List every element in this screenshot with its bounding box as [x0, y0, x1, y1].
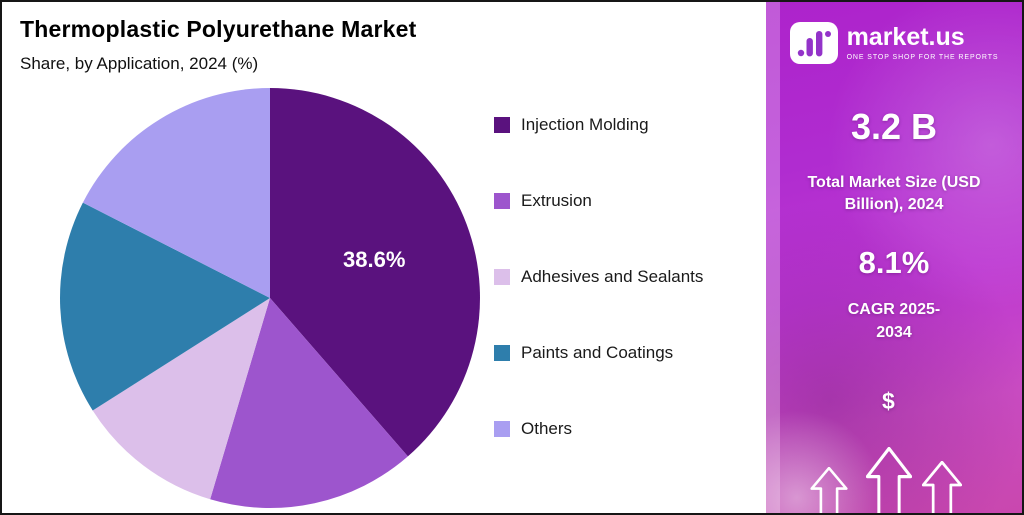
sidebar-accent-strip — [766, 2, 780, 513]
legend-swatch-adhesives-and-sealants — [494, 268, 510, 285]
growth-arrow-icon — [810, 467, 848, 513]
legend-item-adhesives-and-sealants: Adhesives and Sealants — [494, 266, 703, 287]
pie-value-label: 38.6% — [343, 247, 405, 272]
legend-swatch-injection-molding — [494, 116, 510, 133]
brand-logo-icon — [789, 22, 838, 64]
growth-arrow-icon — [866, 447, 912, 513]
pie-slice-paints-and-coatings — [60, 202, 271, 411]
pie-chart: 38.6% — [58, 86, 482, 510]
legend-item-injection-molding: Injection Molding — [494, 114, 703, 135]
pie-slice-adhesives-and-sealants — [92, 298, 270, 500]
legend-item-extrusion: Extrusion — [494, 190, 703, 211]
brand-name: market.us — [846, 23, 965, 51]
market-size-label: Total Market Size (USD Billion), 2024 — [807, 174, 981, 213]
chart-legend: Injection Molding Extrusion Adhesives an… — [494, 114, 703, 494]
brand-logo: market.us ONE STOP SHOP FOR THE REPORTS — [766, 2, 1022, 64]
legend-label: Others — [521, 418, 573, 438]
legend-swatch-extrusion — [494, 192, 510, 209]
cagr-value: 8.1% — [858, 245, 930, 281]
legend-label: Extrusion — [521, 190, 592, 210]
legend-swatch-others — [494, 420, 510, 437]
growth-arrow-icon — [922, 461, 962, 513]
legend-label: Adhesives and Sealants — [521, 266, 704, 286]
market-size-value: 3.2 B — [850, 106, 938, 147]
pie-chart-svg: 38.6% — [60, 88, 480, 508]
legend-swatch-paints-and-coatings — [494, 344, 510, 361]
dollar-icon: $ — [882, 388, 895, 414]
brand-tagline: ONE STOP SHOP FOR THE REPORTS — [846, 54, 999, 61]
cagr-label: CAGR 2025-2034 — [847, 301, 941, 341]
chart-panel: Thermoplastic Polyurethane Market Share,… — [2, 2, 768, 513]
legend-item-others: Others — [494, 418, 703, 439]
page-subtitle: Share, by Application, 2024 (%) — [20, 54, 259, 73]
brand-sidebar: market.us ONE STOP SHOP FOR THE REPORTS … — [766, 2, 1022, 513]
legend-item-paints-and-coatings: Paints and Coatings — [494, 342, 703, 363]
legend-label: Paints and Coatings — [521, 342, 674, 362]
brand-logo-glyph — [797, 31, 831, 57]
pie-slice-extrusion — [210, 298, 408, 508]
legend-label: Injection Molding — [521, 114, 649, 134]
pie-slice-injection-molding — [270, 88, 480, 457]
pie-slice-others — [82, 88, 270, 298]
page-title: Thermoplastic Polyurethane Market — [20, 16, 417, 42]
brand-wordmark-block: market.us ONE STOP SHOP FOR THE REPORTS — [846, 23, 999, 62]
